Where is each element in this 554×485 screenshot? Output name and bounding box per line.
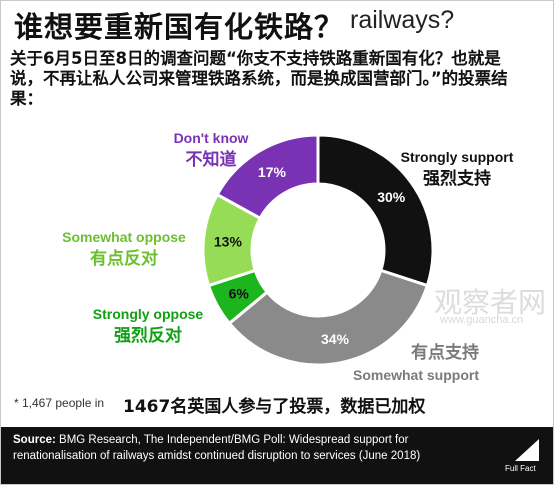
label-somewhat-support: 有点支持 Somewhat support: [352, 343, 479, 383]
slice-dont-know: [215, 133, 320, 221]
chinese-question-text: 关于6月5日至8日的调查问题“你支不支持铁路重新国有化？也就是说，不再让私人公司…: [10, 49, 530, 109]
chinese-title: 谁想要重新国有化铁路？: [10, 4, 349, 46]
label-strongly-support: Strongly support 强烈支持: [400, 149, 514, 189]
footnote-chinese: 1467名英国人参与了投票，数据已加权: [120, 392, 429, 417]
watermark-logo: 观察者网: [434, 286, 547, 319]
source-text: Source: BMG Research, The Independent/BM…: [13, 434, 421, 462]
source-bar: Source: BMG Research, The Independent/BM…: [1, 427, 553, 484]
slice-somewhat-oppose-value-label: 13%: [214, 233, 243, 249]
watermark-url: www.guancha.cn: [440, 314, 524, 326]
slice-somewhat-support: [227, 268, 430, 367]
slice-strongly-oppose-value-label: 6%: [229, 286, 250, 302]
english-title-partial: railways?: [350, 6, 455, 34]
footnote-english: * 1,467 people in: [14, 396, 105, 410]
label-dont-know: Don't know 不知道: [173, 130, 249, 170]
slice-somewhat-support-value-label: 34%: [321, 331, 350, 347]
label-strongly-oppose: Strongly oppose 强烈反对: [92, 306, 204, 346]
slice-dont-know-value-label: 17%: [258, 164, 287, 180]
slice-strongly-support-value-label: 30%: [377, 189, 406, 205]
full-fact-logo: Full Fact: [505, 435, 545, 475]
slice-strongly-support: [316, 133, 435, 288]
label-somewhat-oppose: Somewhat oppose 有点反对: [62, 229, 186, 269]
